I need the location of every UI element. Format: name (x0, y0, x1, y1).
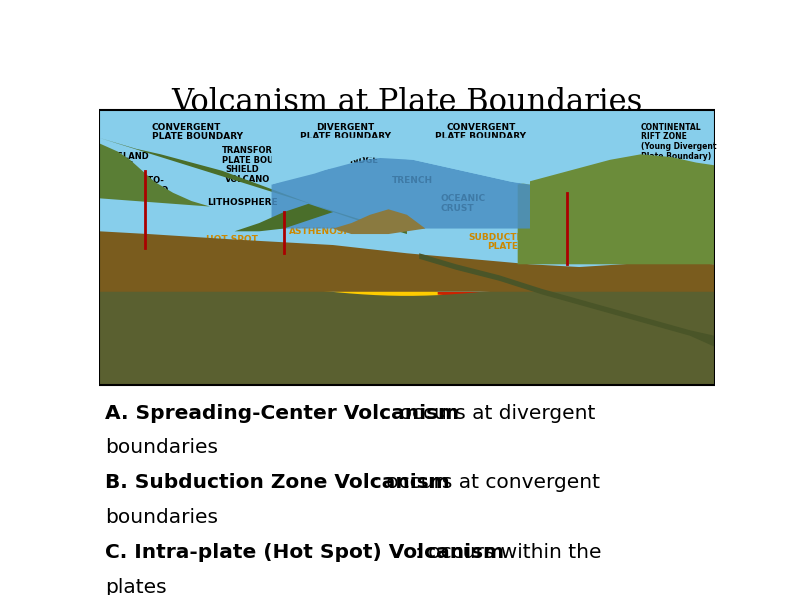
Polygon shape (272, 138, 530, 184)
Text: STRATO-
VOLCANO: STRATO- VOLCANO (124, 176, 169, 195)
Text: :  occurs at divergent: : occurs at divergent (380, 403, 596, 422)
Polygon shape (99, 231, 715, 292)
Polygon shape (99, 143, 210, 206)
Bar (99, 292, 715, 385)
Text: boundaries: boundaries (106, 508, 218, 527)
Text: : occurs within the: : occurs within the (414, 543, 601, 562)
Text: boundaries: boundaries (106, 439, 218, 458)
Text: TRENCH: TRENCH (391, 176, 433, 185)
Text: CONTINENTAL
RIFT ZONE
(Young Divergent
Plate Boundary): CONTINENTAL RIFT ZONE (Young Divergent P… (641, 123, 716, 161)
Polygon shape (419, 253, 715, 347)
Text: DIVERGENT
PLATE BOUNDARY: DIVERGENT PLATE BOUNDARY (300, 123, 391, 142)
Text: SHIELD
VOLCANO: SHIELD VOLCANO (225, 165, 271, 184)
Text: CONTINENTAL
CRUST: CONTINENTAL CRUST (567, 194, 638, 213)
Text: ASTHENOSPHERE: ASTHENOSPHERE (289, 227, 377, 236)
Text: A. Spreading-Center Volcanism: A. Spreading-Center Volcanism (106, 403, 460, 422)
Polygon shape (99, 282, 715, 385)
Bar (99, 110, 715, 385)
Text: C. Intra-plate (Hot Spot) Volcanism: C. Intra-plate (Hot Spot) Volcanism (106, 543, 504, 562)
Text: Volcanism at Plate Boundaries: Volcanism at Plate Boundaries (172, 87, 642, 118)
Bar (99, 110, 715, 385)
Text: LITHOSPHERE: LITHOSPHERE (207, 198, 278, 207)
Text: OCEANIC
CRUST: OCEANIC CRUST (441, 194, 486, 213)
Polygon shape (99, 275, 437, 385)
Text: ISLAND
ARC: ISLAND ARC (114, 152, 149, 170)
Text: : occurs at convergent: : occurs at convergent (372, 473, 599, 492)
Polygon shape (272, 157, 530, 228)
Text: B. Subduction Zone Volcanism: B. Subduction Zone Volcanism (106, 473, 450, 492)
Polygon shape (99, 138, 407, 234)
Text: CONVERGENT
PLATE BOUNDARY: CONVERGENT PLATE BOUNDARY (435, 123, 526, 142)
Text: OCEANIC SPREADING
RIDGE: OCEANIC SPREADING RIDGE (314, 146, 414, 165)
Text: HOT SPOT: HOT SPOT (206, 236, 257, 245)
Text: plates: plates (106, 578, 167, 595)
Polygon shape (333, 209, 426, 234)
Polygon shape (235, 204, 333, 231)
Text: TRANSFORM
PLATE BOUNDARY: TRANSFORM PLATE BOUNDARY (222, 146, 306, 165)
Polygon shape (111, 298, 333, 336)
Text: CONVERGENT
PLATE BOUNDARY: CONVERGENT PLATE BOUNDARY (152, 123, 242, 142)
Text: SUBDUCTING
PLATE: SUBDUCTING PLATE (469, 233, 536, 251)
Polygon shape (518, 154, 715, 264)
Polygon shape (284, 292, 530, 344)
